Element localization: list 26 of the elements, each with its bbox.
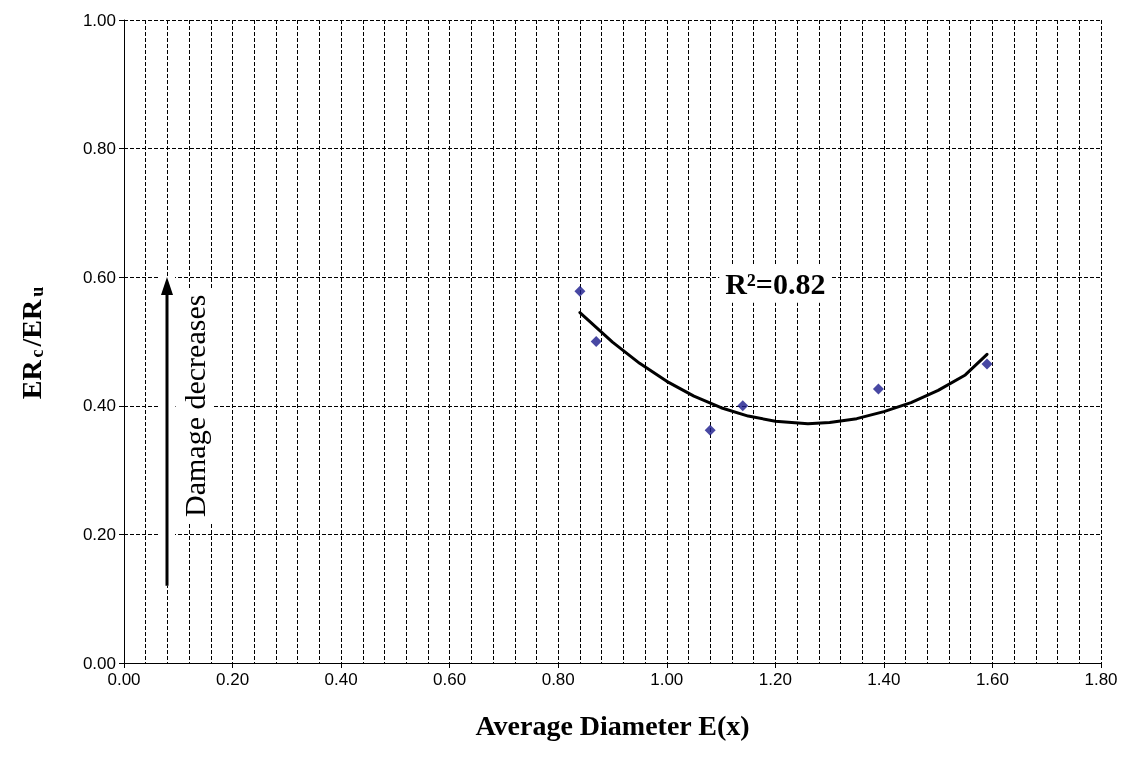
x-tick-label: 0.40 xyxy=(324,670,358,689)
x-tick-label: 1.80 xyxy=(1084,670,1118,689)
point xyxy=(872,383,884,395)
x-tick-label: 0.20 xyxy=(216,670,250,689)
x-axis-title: Average Diameter E(x) xyxy=(475,709,750,741)
y-tick-label: 0.80 xyxy=(82,139,116,159)
y-axis-title: ERc/ERu xyxy=(15,286,47,400)
x-tick-label: 0.80 xyxy=(541,670,575,689)
annotation: R²=0.82 xyxy=(725,267,826,301)
point xyxy=(981,358,993,370)
x-tick-label: 1.20 xyxy=(758,670,792,689)
point xyxy=(590,336,602,347)
y-tick-label: 0.00 xyxy=(82,653,116,673)
x-tick-label: 0.00 xyxy=(107,670,141,689)
x-tick-label: 1.00 xyxy=(650,670,684,689)
point xyxy=(704,424,716,436)
x-tick-label: 0.60 xyxy=(433,670,467,689)
x-tick-label: 1.40 xyxy=(867,670,901,689)
y-tick-label: 0.20 xyxy=(82,524,116,544)
y-tick-label: 0.40 xyxy=(82,396,116,416)
y-tick-label: 1.00 xyxy=(82,10,116,30)
annotation: Damage decreases xyxy=(178,294,212,517)
y-tick-label: 0.60 xyxy=(82,267,116,287)
point xyxy=(737,400,749,412)
x-tick-label: 1.60 xyxy=(975,670,1009,689)
point xyxy=(574,285,586,297)
